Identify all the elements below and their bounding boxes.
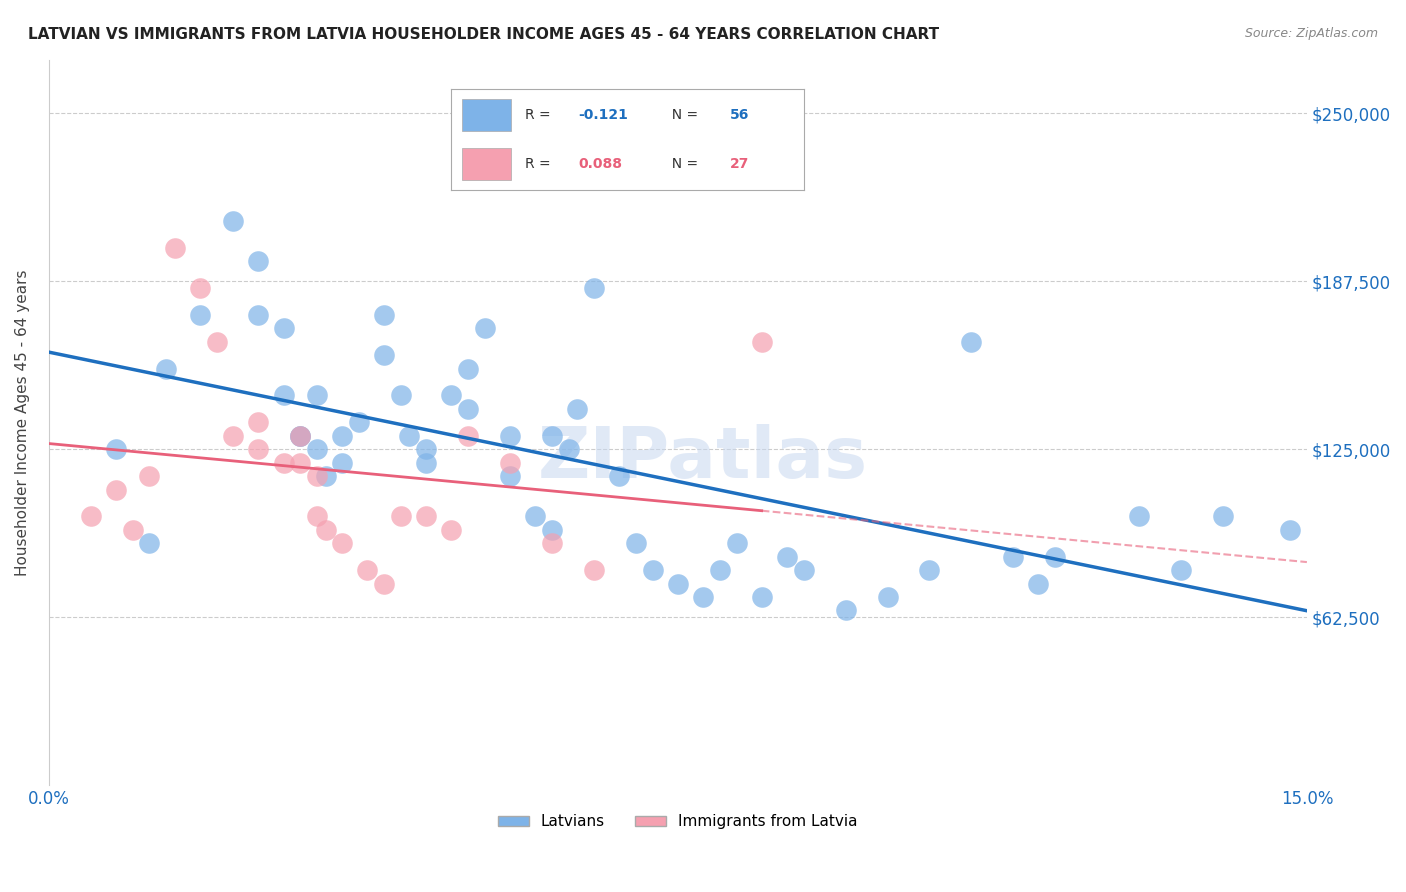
Point	[273, 456, 295, 470]
Point	[307, 388, 329, 402]
Point	[725, 536, 748, 550]
Point	[222, 214, 245, 228]
Point	[440, 523, 463, 537]
Point	[709, 563, 731, 577]
Point	[398, 429, 420, 443]
Point	[499, 429, 522, 443]
Point	[793, 563, 815, 577]
Point	[373, 576, 395, 591]
Point	[247, 308, 270, 322]
Point	[315, 469, 337, 483]
Point	[121, 523, 143, 537]
Point	[1045, 549, 1067, 564]
Point	[1279, 523, 1302, 537]
Point	[138, 536, 160, 550]
Point	[499, 456, 522, 470]
Point	[567, 401, 589, 416]
Point	[373, 308, 395, 322]
Point	[290, 429, 312, 443]
Point	[541, 536, 564, 550]
Point	[247, 254, 270, 268]
Point	[188, 308, 211, 322]
Point	[307, 442, 329, 457]
Point	[918, 563, 941, 577]
Point	[330, 429, 353, 443]
Point	[457, 401, 479, 416]
Point	[138, 469, 160, 483]
Point	[751, 590, 773, 604]
Point	[290, 429, 312, 443]
Text: LATVIAN VS IMMIGRANTS FROM LATVIA HOUSEHOLDER INCOME AGES 45 - 64 YEARS CORRELAT: LATVIAN VS IMMIGRANTS FROM LATVIA HOUSEH…	[28, 27, 939, 42]
Point	[415, 456, 437, 470]
Point	[80, 509, 103, 524]
Point	[524, 509, 547, 524]
Text: Source: ZipAtlas.com: Source: ZipAtlas.com	[1244, 27, 1378, 40]
Point	[222, 429, 245, 443]
Point	[457, 361, 479, 376]
Point	[247, 415, 270, 429]
Point	[641, 563, 664, 577]
Point	[666, 576, 689, 591]
Point	[440, 388, 463, 402]
Point	[307, 469, 329, 483]
Point	[163, 241, 186, 255]
Point	[389, 388, 412, 402]
Point	[415, 509, 437, 524]
Y-axis label: Householder Income Ages 45 - 64 years: Householder Income Ages 45 - 64 years	[15, 269, 30, 575]
Point	[1028, 576, 1050, 591]
Point	[474, 321, 496, 335]
Point	[155, 361, 177, 376]
Point	[1170, 563, 1192, 577]
Point	[751, 334, 773, 349]
Point	[558, 442, 581, 457]
Point	[330, 536, 353, 550]
Point	[624, 536, 647, 550]
Point	[273, 388, 295, 402]
Point	[607, 469, 630, 483]
Point	[307, 509, 329, 524]
Point	[541, 429, 564, 443]
Point	[330, 456, 353, 470]
Point	[415, 442, 437, 457]
Text: ZIPatlas: ZIPatlas	[538, 424, 868, 493]
Point	[104, 483, 127, 497]
Point	[290, 456, 312, 470]
Point	[582, 281, 605, 295]
Point	[776, 549, 799, 564]
Point	[315, 523, 337, 537]
Point	[457, 429, 479, 443]
Point	[373, 348, 395, 362]
Legend: Latvians, Immigrants from Latvia: Latvians, Immigrants from Latvia	[492, 808, 863, 836]
Point	[273, 321, 295, 335]
Point	[104, 442, 127, 457]
Point	[692, 590, 714, 604]
Point	[582, 563, 605, 577]
Point	[290, 429, 312, 443]
Point	[247, 442, 270, 457]
Point	[1002, 549, 1025, 564]
Point	[1212, 509, 1234, 524]
Point	[205, 334, 228, 349]
Point	[347, 415, 370, 429]
Point	[356, 563, 378, 577]
Point	[1128, 509, 1150, 524]
Point	[960, 334, 983, 349]
Point	[834, 603, 856, 617]
Point	[188, 281, 211, 295]
Point	[876, 590, 898, 604]
Point	[499, 469, 522, 483]
Point	[541, 523, 564, 537]
Point	[389, 509, 412, 524]
